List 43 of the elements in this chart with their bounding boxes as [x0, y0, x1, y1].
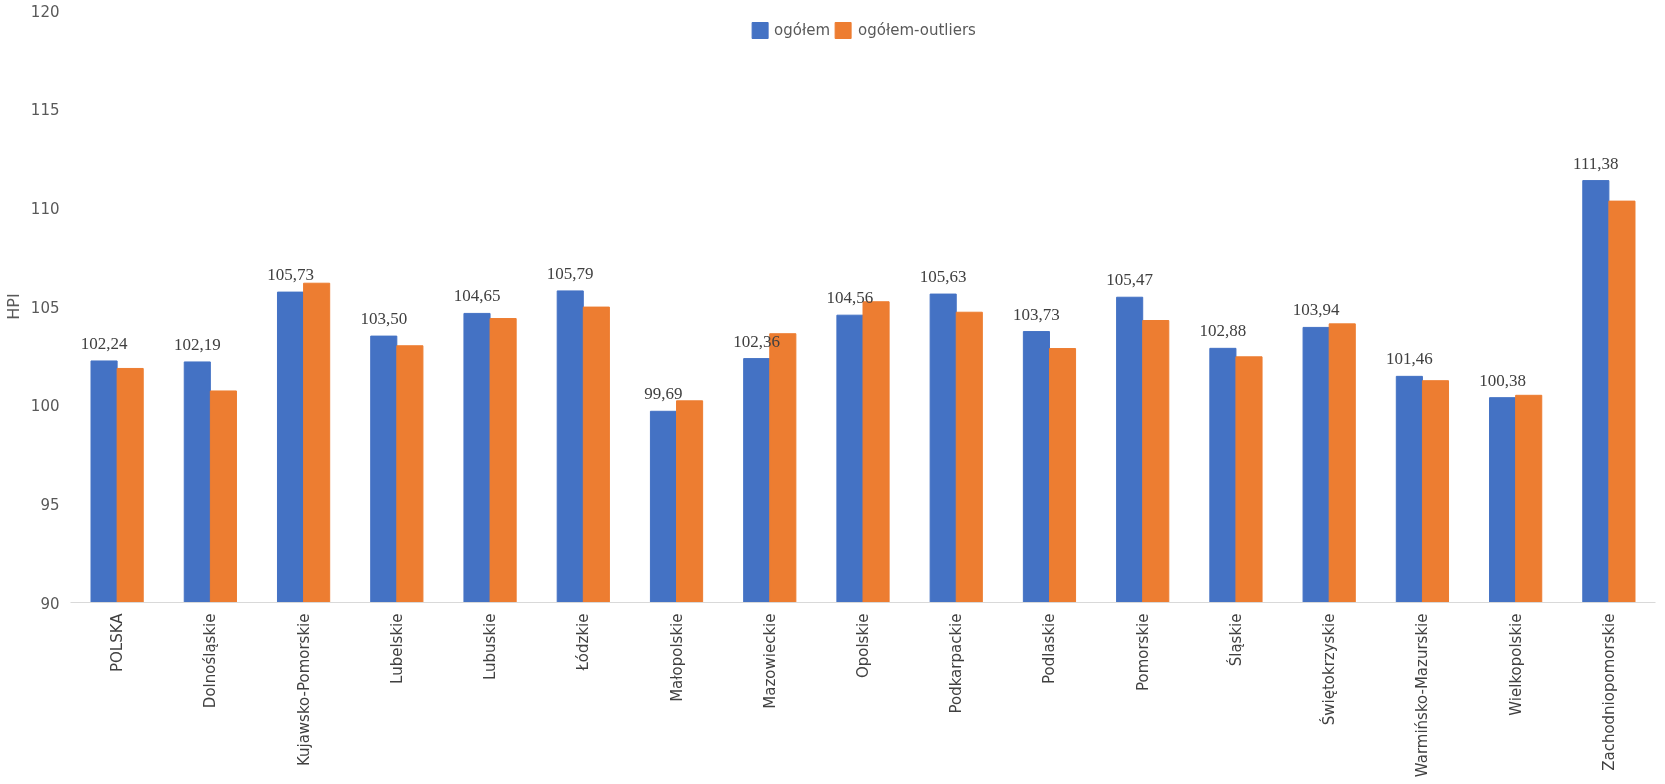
- legend-label: ogółem-outliers: [858, 21, 976, 39]
- data-label: 105,47: [1106, 270, 1154, 290]
- x-tick-label: Łódzkie: [574, 613, 593, 672]
- data-label: 111,38: [1573, 153, 1619, 173]
- x-tick-label: POLSKA: [108, 612, 127, 673]
- data-label: 102,88: [1199, 321, 1247, 341]
- x-tick-label: Mazowieckie: [760, 613, 779, 709]
- x-tick-label: Małopolskie: [667, 613, 686, 702]
- legend-label: ogółem: [774, 21, 831, 39]
- data-label: 103,50: [360, 309, 408, 329]
- y-tick-label: 90: [40, 594, 60, 613]
- data-label: 99,69: [644, 384, 683, 404]
- y-tick-label: 105: [30, 298, 60, 317]
- data-label: 105,63: [919, 267, 967, 287]
- data-label: 102,24: [80, 333, 128, 353]
- x-tick-label: Zachodniopomorskie: [1599, 613, 1618, 771]
- x-tick-label: Podlaskie: [1040, 613, 1059, 684]
- x-tick-label: Lubuskie: [481, 613, 500, 681]
- y-tick-label: 100: [30, 397, 60, 416]
- data-label: 103,94: [1292, 300, 1340, 320]
- data-label: 104,65: [453, 286, 501, 306]
- y-tick-label: 95: [40, 495, 60, 514]
- x-tick-label: Kujawsko-Pomorskie: [294, 613, 313, 767]
- data-label: 103,73: [1013, 304, 1060, 324]
- x-tick-label: Opolskie: [854, 613, 872, 679]
- y-tick-label: 120: [30, 2, 60, 21]
- data-label: 105,73: [267, 265, 314, 285]
- x-tick-label: Pomorskie: [1133, 613, 1152, 692]
- y-tick-label: 110: [30, 199, 60, 218]
- x-tick-label: Śląskie: [1225, 613, 1245, 667]
- x-tick-label: Podkarpackie: [947, 613, 966, 714]
- data-label: 100,38: [1479, 370, 1526, 390]
- x-tick-label: Dolnośląskie: [201, 613, 220, 709]
- x-tick-label: Świętokrzyskie: [1319, 613, 1339, 726]
- data-label: 101,46: [1385, 349, 1433, 369]
- data-label: 104,56: [826, 288, 874, 308]
- x-tick-label: Wielkopolskie: [1506, 613, 1525, 716]
- x-tick-label: Lubelskie: [387, 613, 406, 684]
- x-tick-label: Warmińsko-Mazurskie: [1413, 613, 1432, 778]
- y-tick-label: 115: [30, 101, 60, 120]
- y-axis-title: HPI: [3, 293, 23, 320]
- data-label: 105,79: [546, 263, 594, 283]
- data-label: 102,19: [173, 334, 221, 354]
